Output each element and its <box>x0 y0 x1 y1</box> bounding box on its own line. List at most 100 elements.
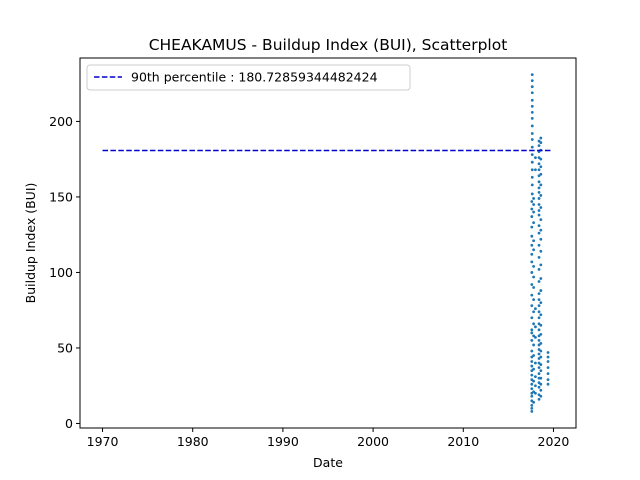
data-point <box>532 286 536 289</box>
data-point <box>546 360 550 363</box>
data-point <box>537 352 541 356</box>
data-point <box>537 385 541 389</box>
data-point <box>532 248 536 252</box>
data-point <box>532 203 536 206</box>
data-point <box>530 98 534 102</box>
data-point <box>546 372 550 376</box>
data-point <box>537 366 541 369</box>
data-point <box>530 124 534 128</box>
data-point <box>530 73 534 77</box>
data-point <box>534 156 537 160</box>
data-point <box>532 367 536 371</box>
data-point <box>534 391 537 395</box>
legend-box <box>86 64 411 91</box>
data-point <box>539 136 543 140</box>
data-point <box>537 197 541 200</box>
data-point <box>537 209 541 212</box>
data-points <box>530 73 550 413</box>
data-point <box>539 332 543 336</box>
data-point <box>530 293 534 297</box>
data-point <box>530 328 534 332</box>
data-point <box>530 117 534 120</box>
data-point <box>537 298 541 302</box>
data-point <box>532 239 536 243</box>
data-point <box>539 313 543 317</box>
data-point <box>530 85 534 89</box>
data-point <box>537 224 541 228</box>
data-point <box>530 243 534 247</box>
y-axis: 0 50 100 150 200 <box>49 114 80 431</box>
data-point <box>530 168 534 172</box>
data-point <box>539 194 543 197</box>
data-point <box>530 271 534 274</box>
data-point <box>539 363 543 366</box>
data-point <box>534 168 537 172</box>
data-point <box>530 153 534 157</box>
data-point <box>539 394 543 398</box>
data-point <box>530 373 534 377</box>
data-point <box>539 218 543 221</box>
data-point <box>532 322 536 326</box>
data-point <box>530 382 534 386</box>
plot-frame <box>79 57 577 429</box>
legend-entry-label: 90th percentile : 180.72859344482424 <box>131 70 378 85</box>
data-point <box>530 387 534 391</box>
data-point <box>530 331 534 335</box>
data-point <box>537 339 541 342</box>
data-point <box>532 275 536 279</box>
data-point <box>530 183 534 187</box>
data-point <box>539 382 543 386</box>
data-point <box>537 168 541 172</box>
x-axis: 1970 1980 1990 2000 2010 2020 <box>87 428 570 449</box>
x-tick-label: 2020 <box>538 434 570 449</box>
data-point <box>539 289 543 292</box>
data-point <box>532 197 536 200</box>
data-point <box>530 339 534 342</box>
y-tick-label: 0 <box>65 416 73 431</box>
x-tick-label: 1990 <box>267 434 299 449</box>
data-point <box>530 215 534 218</box>
data-point <box>546 382 550 386</box>
x-axis-label: Date <box>313 455 343 470</box>
data-point <box>532 400 536 404</box>
data-point <box>537 397 541 401</box>
data-point <box>539 277 543 280</box>
data-point <box>537 310 541 314</box>
data-point <box>537 316 541 320</box>
data-point <box>530 104 534 108</box>
data-point <box>530 394 534 398</box>
data-point <box>537 144 541 147</box>
data-point <box>530 207 534 211</box>
data-point <box>530 316 534 320</box>
data-point <box>539 323 543 327</box>
data-point <box>546 378 550 382</box>
legend: 90th percentile : 180.72859344482424 <box>86 64 411 91</box>
data-point <box>530 406 534 410</box>
data-point <box>530 403 534 407</box>
data-point <box>537 191 541 194</box>
data-point <box>534 335 537 339</box>
data-point <box>532 210 536 214</box>
data-point <box>539 263 543 267</box>
data-point <box>530 200 534 203</box>
data-point <box>539 301 543 305</box>
data-point <box>537 186 541 190</box>
data-point <box>534 325 537 329</box>
data-point <box>530 304 534 308</box>
data-point <box>532 343 536 347</box>
data-point <box>539 349 543 353</box>
data-point <box>546 355 550 359</box>
data-point <box>537 372 541 376</box>
data-point <box>537 304 541 308</box>
data-point <box>530 225 534 229</box>
y-axis-label: Buildup Index (BUI) <box>23 183 38 304</box>
data-point <box>532 310 536 314</box>
data-point <box>537 180 541 184</box>
data-point <box>530 234 534 238</box>
y-tick-label: 150 <box>49 189 73 204</box>
data-point <box>530 252 534 256</box>
data-point <box>530 132 534 135</box>
data-point <box>534 361 537 365</box>
data-point <box>530 79 534 83</box>
